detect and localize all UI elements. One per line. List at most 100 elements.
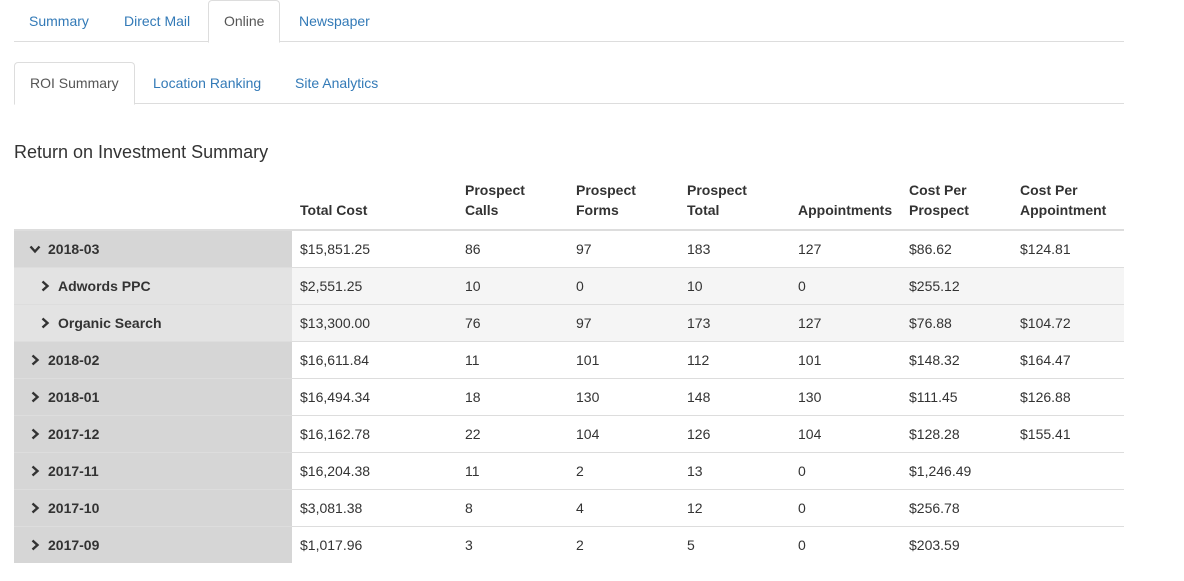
chevron-right-icon[interactable] xyxy=(28,500,42,516)
chevron-right-icon[interactable] xyxy=(38,315,52,331)
cell-prospect-forms: 97 xyxy=(568,303,679,341)
table-row[interactable]: 2018-03 $15,851.25 86 97 183 127 $86.62 $124.81 xyxy=(14,229,1124,267)
table-row[interactable]: 2018-01 $16,494.34 18 130 148 130 $111.45 $126.… xyxy=(14,377,1124,415)
column-header-prospect-calls: Prospect Calls xyxy=(457,180,568,231)
table-row[interactable]: 2017-12 $16,162.78 22 104 126 104 $128.28 $155.… xyxy=(14,414,1124,452)
tab-summary[interactable]: Summary xyxy=(29,13,89,29)
cell-cost-per-appointment xyxy=(1012,451,1124,489)
cell-cost-per-prospect: $86.62 xyxy=(901,229,1012,267)
column-header-total-cost: Total Cost xyxy=(292,180,457,231)
cell-prospect-forms: 2 xyxy=(568,451,679,489)
table-row[interactable]: 2018-02 $16,611.84 11 101 112 101 $148.32 $164.… xyxy=(14,340,1124,378)
row-label: 2018-01 xyxy=(48,388,100,405)
row-label: Adwords PPC xyxy=(58,277,151,294)
cell-appointments: 0 xyxy=(790,451,901,489)
tab-site-analytics[interactable]: Site Analytics xyxy=(295,75,379,91)
cell-appointments: 101 xyxy=(790,340,901,378)
row-label-cell[interactable]: 2018-03 xyxy=(14,229,292,267)
cell-prospect-total: 183 xyxy=(679,229,790,267)
cell-appointments: 0 xyxy=(790,266,901,304)
cell-prospect-calls: 8 xyxy=(457,488,568,526)
tab-direct-mail[interactable]: Direct Mail xyxy=(124,13,191,29)
cell-cost-per-prospect: $128.28 xyxy=(901,414,1012,452)
table-header-row: Total Cost Prospect Calls Prospect Forms Pr… xyxy=(14,180,1124,231)
tab-newspaper[interactable]: Newspaper xyxy=(299,13,370,29)
table-subrow[interactable]: Adwords PPC $2,551.25 10 0 10 0 $255.12 xyxy=(14,266,1124,304)
roi-summary-table: Total Cost Prospect Calls Prospect Forms Pr… xyxy=(14,180,1124,563)
column-header-label xyxy=(14,180,292,231)
tab-location-ranking[interactable]: Location Ranking xyxy=(153,75,262,91)
row-label: 2017-10 xyxy=(48,499,100,516)
cell-appointments: 0 xyxy=(790,488,901,526)
row-label: Organic Search xyxy=(58,314,162,331)
chevron-down-icon[interactable] xyxy=(28,241,42,257)
cell-cost-per-prospect: $203.59 xyxy=(901,525,1012,563)
cell-cost-per-appointment: $155.41 xyxy=(1012,414,1124,452)
chevron-right-icon[interactable] xyxy=(28,389,42,405)
cell-prospect-forms: 0 xyxy=(568,266,679,304)
cell-prospect-calls: 11 xyxy=(457,451,568,489)
table-row[interactable]: 2017-10 $3,081.38 8 4 12 0 $256.78 xyxy=(14,488,1124,526)
chevron-right-icon[interactable] xyxy=(28,352,42,368)
row-label-cell[interactable]: 2018-01 xyxy=(14,377,292,415)
row-label: 2017-09 xyxy=(48,536,100,553)
row-label: 2018-02 xyxy=(48,351,100,368)
cell-total-cost: $16,494.34 xyxy=(292,377,457,415)
cell-prospect-total: 13 xyxy=(679,451,790,489)
cell-prospect-calls: 86 xyxy=(457,229,568,267)
cell-total-cost: $2,551.25 xyxy=(292,266,457,304)
secondary-tab-bar: ROI Summary Location Ranking Site Analyt… xyxy=(14,62,1124,105)
cell-total-cost: $1,017.96 xyxy=(292,525,457,563)
row-label-cell[interactable]: Adwords PPC xyxy=(14,266,292,304)
cell-prospect-total: 112 xyxy=(679,340,790,378)
cell-prospect-calls: 11 xyxy=(457,340,568,378)
cell-cost-per-appointment: $164.47 xyxy=(1012,340,1124,378)
cell-cost-per-prospect: $111.45 xyxy=(901,377,1012,415)
cell-prospect-calls: 10 xyxy=(457,266,568,304)
cell-prospect-forms: 4 xyxy=(568,488,679,526)
cell-prospect-calls: 22 xyxy=(457,414,568,452)
column-header-cost-per-prospect: Cost Per Prospect xyxy=(901,180,1012,231)
cell-total-cost: $16,162.78 xyxy=(292,414,457,452)
chevron-right-icon[interactable] xyxy=(38,278,52,294)
cell-prospect-total: 10 xyxy=(679,266,790,304)
cell-cost-per-appointment xyxy=(1012,525,1124,563)
cell-cost-per-appointment xyxy=(1012,488,1124,526)
cell-cost-per-prospect: $148.32 xyxy=(901,340,1012,378)
cell-total-cost: $13,300.00 xyxy=(292,303,457,341)
cell-cost-per-appointment: $104.72 xyxy=(1012,303,1124,341)
table-row[interactable]: 2017-09 $1,017.96 3 2 5 0 $203.59 xyxy=(14,525,1124,563)
chevron-right-icon[interactable] xyxy=(28,537,42,553)
tab-online[interactable]: Online xyxy=(208,0,281,43)
row-label-cell[interactable]: Organic Search xyxy=(14,303,292,341)
primary-tab-bar: Summary Direct Mail Online Newspaper xyxy=(14,0,1124,43)
cell-appointments: 0 xyxy=(790,525,901,563)
chevron-right-icon[interactable] xyxy=(28,426,42,442)
cell-cost-per-appointment: $126.88 xyxy=(1012,377,1124,415)
cell-cost-per-appointment: $124.81 xyxy=(1012,229,1124,267)
tab-roi-summary[interactable]: ROI Summary xyxy=(14,62,135,105)
table-row[interactable]: 2017-11 $16,204.38 11 2 13 0 $1,246.49 xyxy=(14,451,1124,489)
cell-cost-per-appointment xyxy=(1012,266,1124,304)
column-header-cost-per-appointment: Cost Per Appointment xyxy=(1012,180,1124,231)
column-header-prospect-forms: Prospect Forms xyxy=(568,180,679,231)
cell-appointments: 127 xyxy=(790,229,901,267)
cell-appointments: 127 xyxy=(790,303,901,341)
cell-prospect-total: 126 xyxy=(679,414,790,452)
cell-cost-per-prospect: $1,246.49 xyxy=(901,451,1012,489)
cell-total-cost: $15,851.25 xyxy=(292,229,457,267)
cell-prospect-calls: 76 xyxy=(457,303,568,341)
row-label-cell[interactable]: 2018-02 xyxy=(14,340,292,378)
cell-prospect-total: 148 xyxy=(679,377,790,415)
cell-prospect-forms: 130 xyxy=(568,377,679,415)
row-label-cell[interactable]: 2017-12 xyxy=(14,414,292,452)
cell-total-cost: $16,611.84 xyxy=(292,340,457,378)
row-label-cell[interactable]: 2017-10 xyxy=(14,488,292,526)
column-header-prospect-total: Prospect Total xyxy=(679,180,790,231)
row-label-cell[interactable]: 2017-09 xyxy=(14,525,292,563)
row-label: 2018-03 xyxy=(48,240,100,257)
table-subrow[interactable]: Organic Search $13,300.00 76 97 173 127 $76.88… xyxy=(14,303,1124,341)
row-label-cell[interactable]: 2017-11 xyxy=(14,451,292,489)
chevron-right-icon[interactable] xyxy=(28,463,42,479)
cell-prospect-total: 12 xyxy=(679,488,790,526)
